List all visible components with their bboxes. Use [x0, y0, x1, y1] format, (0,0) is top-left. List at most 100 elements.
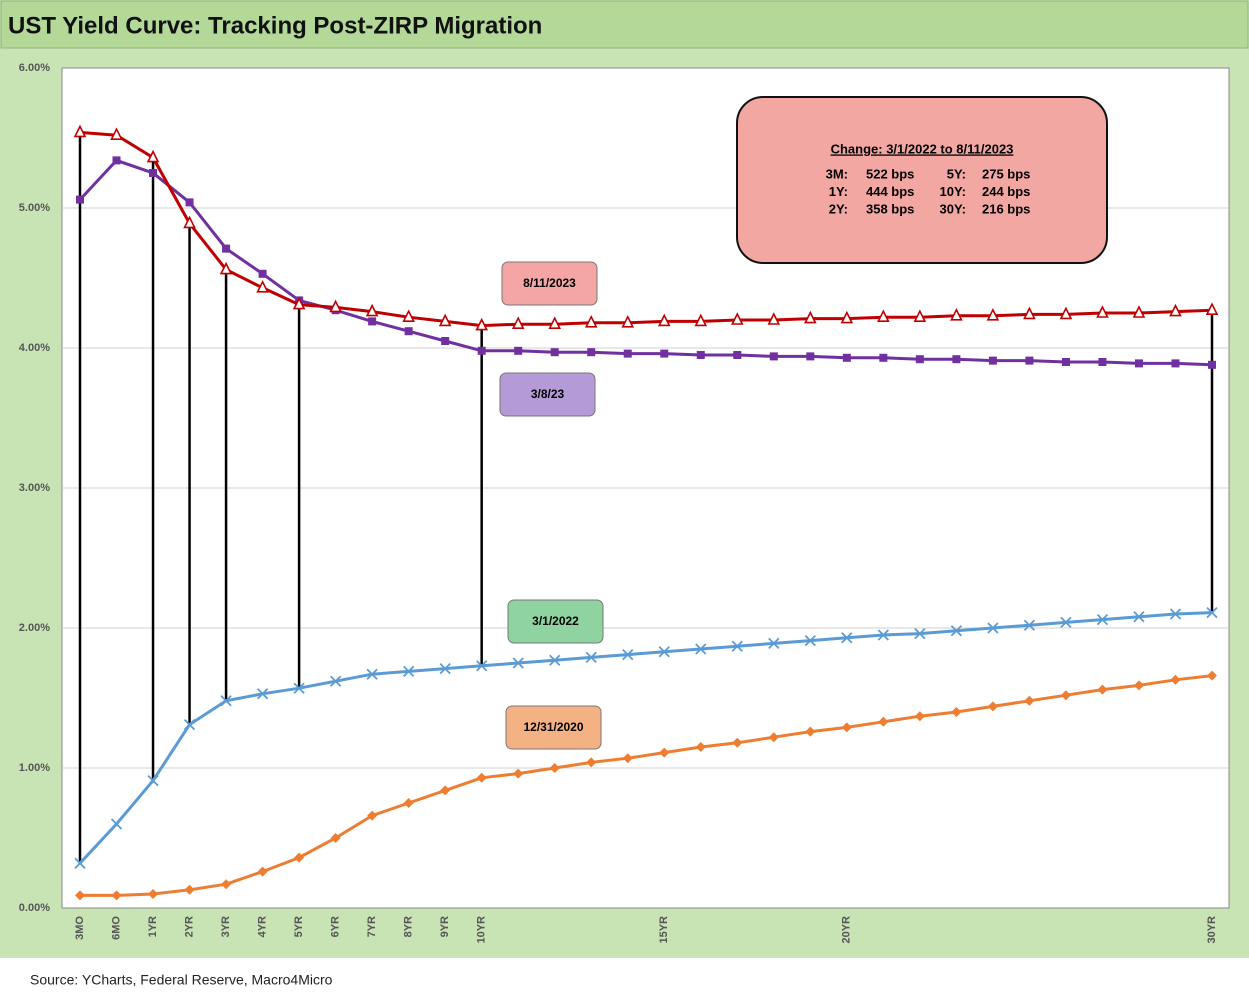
marker	[696, 351, 705, 359]
marker	[767, 312, 781, 325]
marker	[403, 665, 415, 678]
marker	[587, 348, 596, 357]
marker	[550, 348, 559, 357]
x-tick-label: 1YR	[147, 916, 159, 937]
marker	[76, 195, 84, 204]
title-bar	[0, 0, 1249, 49]
marker	[365, 303, 379, 317]
annotation-value: 216 bps	[982, 201, 1030, 216]
marker	[806, 352, 815, 361]
x-tick-label: 4YR	[256, 916, 268, 937]
marker	[439, 662, 451, 675]
marker	[1097, 684, 1108, 695]
marker	[438, 313, 452, 327]
marker	[841, 632, 853, 644]
marker	[368, 317, 377, 326]
marker	[914, 627, 926, 640]
marker	[549, 654, 561, 666]
marker	[695, 643, 707, 655]
marker	[257, 866, 268, 877]
annotation-key: 1Y:	[829, 184, 848, 199]
marker	[74, 857, 86, 869]
marker	[1096, 613, 1109, 626]
marker	[220, 695, 232, 707]
series-label-box	[499, 372, 596, 417]
marker	[185, 198, 194, 207]
marker	[219, 261, 233, 275]
source: Source: YCharts, Federal Reserve, Macro4…	[30, 972, 333, 988]
x-tick-label: 3MO	[74, 916, 86, 940]
marker	[293, 682, 305, 694]
marker	[878, 716, 889, 727]
marker	[294, 852, 305, 863]
marker	[694, 313, 708, 327]
y-tick-label: 2.00%	[19, 622, 50, 634]
marker	[768, 732, 779, 743]
annotation-value: 444 bps	[866, 184, 914, 199]
series-label: 8/11/2023	[523, 276, 576, 290]
marker	[221, 879, 232, 890]
marker	[623, 349, 632, 358]
marker	[950, 625, 963, 637]
marker	[512, 657, 524, 669]
series-label: 3/1/2022	[532, 614, 579, 628]
x-tick-label: 6MO	[110, 916, 122, 940]
y-tick-label: 3.00%	[19, 482, 50, 494]
marker	[804, 310, 817, 324]
marker	[877, 309, 890, 323]
series-label-box	[501, 261, 598, 306]
marker	[329, 675, 342, 687]
marker	[183, 718, 196, 731]
marker	[987, 701, 998, 712]
marker	[1169, 608, 1182, 620]
marker	[110, 127, 123, 140]
marker	[75, 890, 85, 901]
annotation-value: 358 bps	[866, 201, 914, 216]
x-tick-label: 3YR	[220, 916, 232, 937]
marker	[514, 346, 523, 355]
marker	[768, 637, 780, 650]
marker	[1060, 616, 1072, 629]
annotation-value: 275 bps	[982, 166, 1030, 181]
annotation-value: 522 bps	[866, 166, 914, 181]
marker	[622, 753, 633, 764]
marker	[1169, 303, 1182, 317]
marker	[475, 317, 488, 331]
marker	[842, 353, 851, 362]
marker	[1206, 606, 1218, 619]
marker	[988, 356, 997, 365]
annotation-title: Change: 3/1/2022 to 8/11/2023	[831, 141, 1014, 156]
marker	[952, 355, 961, 364]
marker	[877, 629, 889, 641]
marker	[367, 810, 378, 821]
y-tick-label: 6.00%	[19, 62, 50, 74]
marker	[1170, 674, 1181, 685]
marker	[660, 349, 669, 358]
marker	[366, 668, 378, 680]
marker	[804, 634, 816, 647]
marker	[549, 763, 560, 773]
x-tick-label: 2YR	[183, 916, 195, 937]
marker	[915, 355, 924, 364]
marker	[476, 660, 488, 672]
annotation-box	[736, 96, 1108, 264]
marker	[1023, 306, 1036, 320]
marker	[222, 244, 231, 253]
series-label-box	[505, 705, 602, 750]
marker	[404, 327, 413, 336]
marker	[148, 889, 159, 899]
marker	[292, 296, 306, 310]
marker	[1132, 305, 1146, 318]
x-tick-label: 8YR	[403, 916, 415, 937]
marker	[1098, 358, 1107, 366]
marker	[1133, 680, 1144, 691]
marker	[659, 747, 670, 758]
series-label: 12/31/2020	[523, 720, 583, 734]
marker	[110, 818, 123, 830]
marker	[841, 722, 852, 733]
annotation-value: 244 bps	[982, 184, 1030, 199]
marker	[258, 269, 267, 278]
marker	[1171, 359, 1180, 368]
marker	[149, 169, 158, 177]
